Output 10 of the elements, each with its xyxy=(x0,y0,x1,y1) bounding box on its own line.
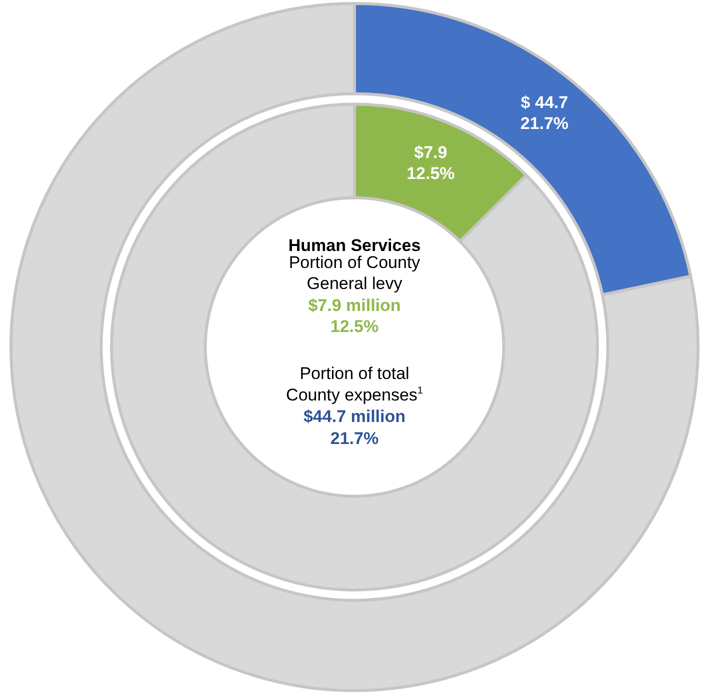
text: General levy xyxy=(306,274,403,293)
text: Portion of total xyxy=(300,364,410,383)
text: 12.5% xyxy=(330,317,379,336)
text: Human Services xyxy=(288,236,421,255)
text: $44.7 million xyxy=(303,407,406,426)
data-label: $7.9 12.5% xyxy=(406,143,455,184)
text: 21.7% xyxy=(330,429,379,448)
text: $7.9 million xyxy=(308,296,401,315)
data-label: $ 44.7 21.7% xyxy=(520,92,569,133)
text: Portion of County xyxy=(288,253,421,272)
